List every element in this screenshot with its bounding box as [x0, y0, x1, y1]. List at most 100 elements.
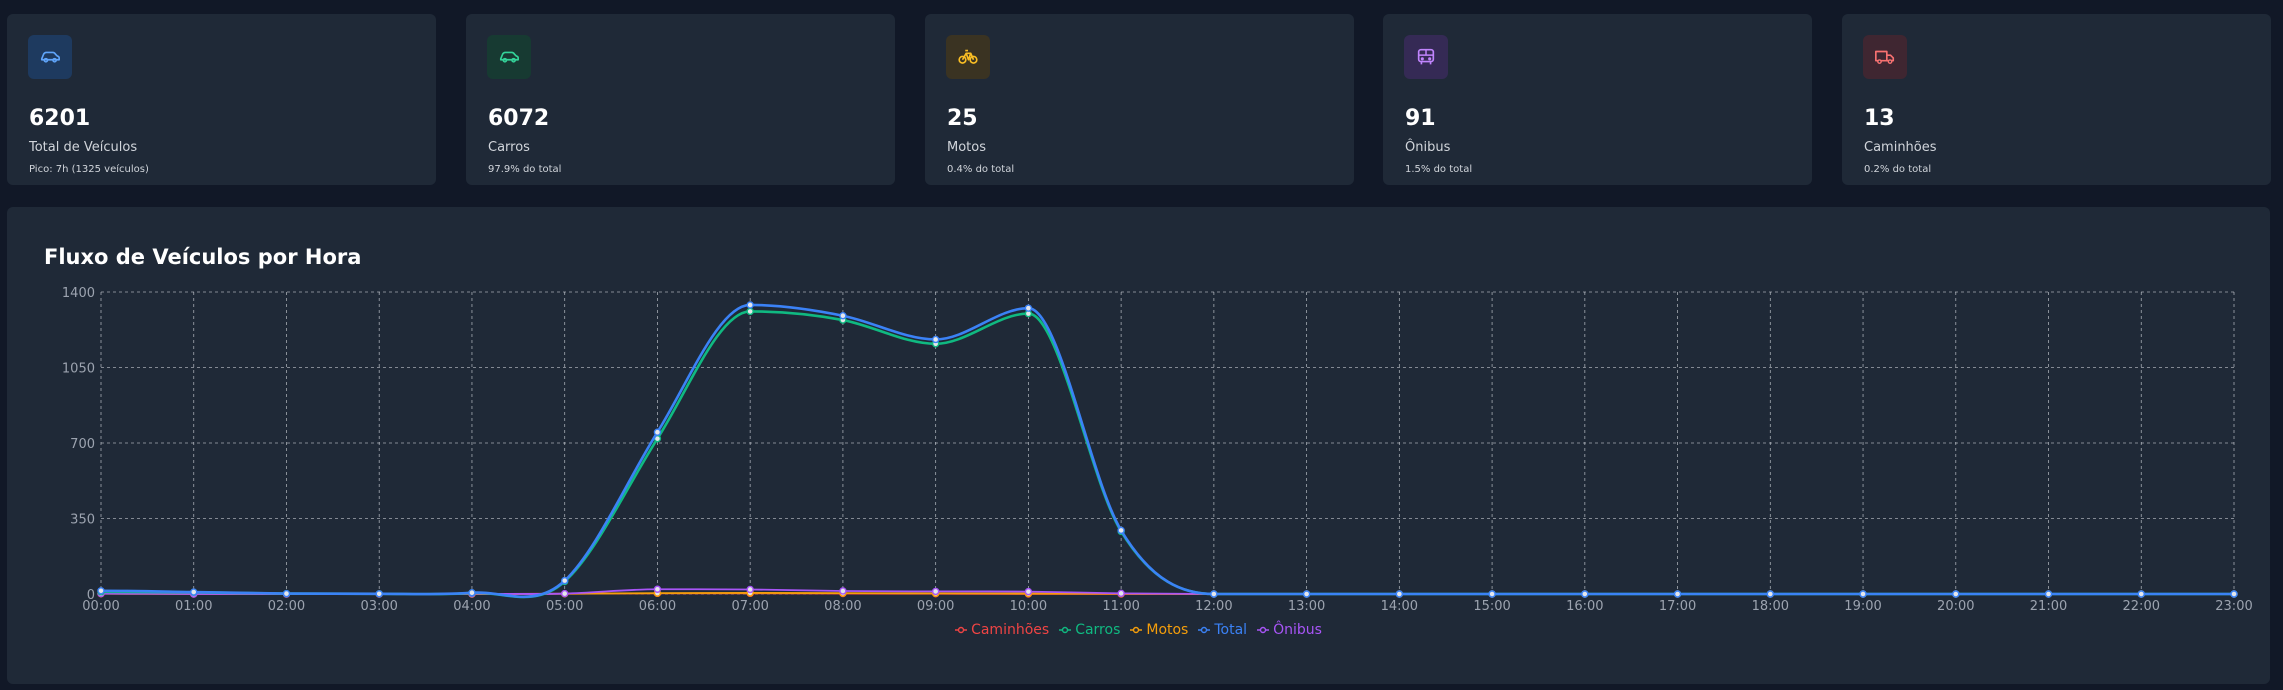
x-tick-label: 16:00	[1566, 599, 1603, 614]
y-tick-label: 1050	[62, 362, 95, 377]
x-tick-label: 11:00	[1102, 599, 1139, 614]
legend-label: Caminhões	[971, 622, 1050, 638]
x-tick-label: 21:00	[2030, 599, 2067, 614]
car-icon	[40, 51, 60, 63]
x-tick-label: 14:00	[1381, 599, 1418, 614]
x-tick-label: 02:00	[268, 599, 305, 614]
x-tick-label: 03:00	[360, 599, 397, 614]
legend-item[interactable]: Carros	[1059, 622, 1120, 638]
data-point-total	[282, 589, 291, 598]
data-point-total	[839, 312, 847, 320]
x-tick-label: 12:00	[1195, 599, 1232, 614]
y-tick-label: 1400	[62, 286, 95, 301]
data-point-total	[1766, 590, 1775, 598]
y-tick-label: 350	[70, 513, 95, 528]
legend-label: Ônibus	[1273, 622, 1322, 638]
data-point-total	[1488, 590, 1496, 598]
legend-symbol	[1130, 626, 1143, 634]
bike-icon	[958, 49, 978, 64]
car-icon-box	[487, 35, 531, 79]
data-point-onibus	[560, 589, 569, 598]
series-line-total	[100, 303, 2234, 599]
stat-subtext: 0.4% do total	[947, 164, 1015, 175]
x-tick-label: 01:00	[175, 599, 212, 614]
stat-value: 6201	[29, 106, 91, 131]
legend-label: Motos	[1146, 622, 1189, 638]
data-point-total	[1395, 590, 1404, 598]
stat-card: 91 Ônibus 1.5% do total	[1383, 14, 1812, 185]
legend-symbol	[1257, 626, 1270, 634]
data-point-total	[1581, 590, 1589, 598]
data-point-total	[190, 588, 198, 596]
data-point-total	[2137, 590, 2145, 598]
x-tick-label: 08:00	[824, 599, 861, 614]
data-point-total	[1859, 590, 1867, 598]
data-point-total	[1952, 590, 1960, 598]
data-point-onibus	[746, 585, 754, 594]
stat-label: Carros	[488, 140, 530, 155]
x-tick-label: 23:00	[2215, 599, 2252, 614]
car-icon	[499, 51, 519, 63]
data-point-total	[653, 428, 662, 436]
stat-subtext: 1.5% do total	[1405, 164, 1473, 175]
chart-panel: Fluxo de Veículos por Hora 0 350 700 1050 14…	[7, 207, 2270, 684]
stat-value: 91	[1405, 106, 1436, 131]
x-tick-label: 22:00	[2123, 599, 2160, 614]
stat-label: Ônibus	[1405, 140, 1451, 155]
data-point-total	[1210, 590, 1218, 598]
data-point-total	[1673, 590, 1682, 598]
x-tick-label: 10:00	[1010, 599, 1047, 614]
x-tick-label: 07:00	[731, 599, 768, 614]
stat-subtext: 0.2% do total	[1864, 164, 1932, 175]
bus-icon	[1417, 48, 1435, 65]
legend-item[interactable]: Ônibus	[1257, 622, 1322, 638]
legend-item[interactable]: Motos	[1130, 622, 1188, 638]
data-point-total	[468, 589, 476, 597]
x-tick-label: 20:00	[1937, 599, 1974, 614]
data-point-total	[97, 587, 105, 595]
data-point-total	[1117, 526, 1125, 535]
data-point-total	[1302, 590, 1311, 598]
truck-icon-box	[1863, 35, 1907, 79]
data-point-onibus	[1117, 589, 1125, 598]
truck-icon	[1875, 50, 1895, 64]
data-point-carros	[746, 307, 754, 316]
legend-item[interactable]: Caminhões	[955, 622, 1049, 638]
data-point-total	[2044, 590, 2053, 598]
stat-value: 13	[1864, 106, 1895, 131]
data-point-total	[746, 301, 754, 309]
x-tick-label: 06:00	[639, 599, 676, 614]
legend-label: Carros	[1075, 622, 1121, 638]
legend-symbol	[1198, 626, 1211, 634]
data-point-onibus	[1024, 587, 1033, 596]
data-point-total	[1024, 304, 1033, 312]
data-point-total	[375, 590, 383, 598]
stat-card: 25 Motos 0.4% do total	[925, 14, 1354, 185]
legend-item[interactable]: Total	[1198, 622, 1247, 638]
stat-value: 25	[947, 106, 978, 131]
legend-label: Total	[1214, 622, 1248, 638]
bus-icon-box	[1404, 35, 1448, 79]
x-tick-label: 15:00	[1473, 599, 1510, 614]
data-point-onibus	[839, 587, 847, 595]
bike-icon-box	[946, 35, 990, 79]
data-point-total	[2230, 590, 2238, 598]
y-tick-label: 0	[87, 588, 95, 603]
x-tick-label: 13:00	[1288, 599, 1325, 614]
stat-value: 6072	[488, 106, 550, 131]
x-tick-label: 19:00	[1844, 599, 1881, 614]
x-tick-label: 18:00	[1752, 599, 1789, 614]
stat-label: Total de Veículos	[29, 140, 138, 155]
stat-subtext: Pico: 7h (1325 veículos)	[29, 164, 149, 175]
stat-card: 6201 Total de Veículos Pico: 7h (1325 ve…	[7, 14, 436, 185]
chart-title: Fluxo de Veículos por Hora	[44, 245, 362, 269]
stat-card: 6072 Carros 97.9% do total	[466, 14, 895, 185]
data-point-onibus	[931, 587, 940, 596]
data-point-total	[560, 576, 569, 585]
x-tick-label: 05:00	[546, 599, 583, 614]
series-line-carros	[100, 310, 2234, 599]
stat-subtext: 97.9% do total	[488, 164, 562, 175]
car-icon-box	[28, 35, 72, 79]
legend-symbol	[1059, 626, 1072, 634]
legend-symbol	[955, 626, 968, 634]
